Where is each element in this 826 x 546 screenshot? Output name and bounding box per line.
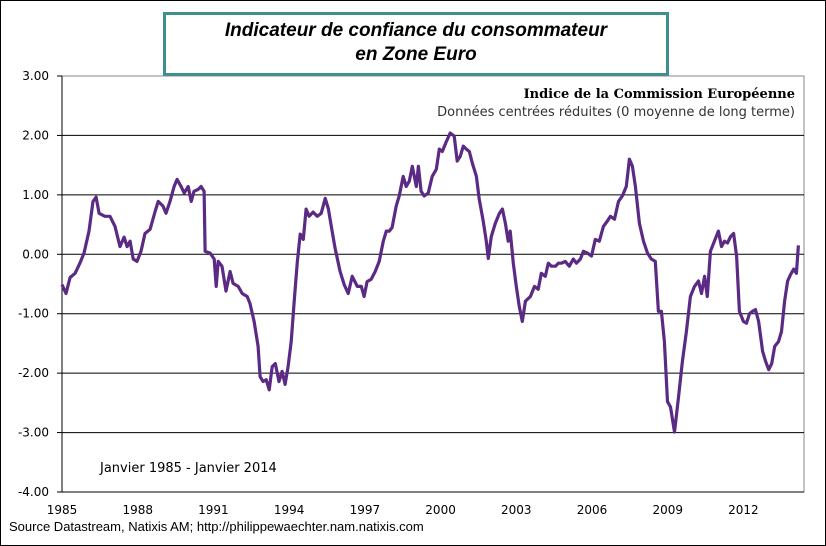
y-tick-label: -1.00 xyxy=(18,307,49,321)
period-annotation: Janvier 1985 - Janvier 2014 xyxy=(100,461,277,476)
y-tick-label: -2.00 xyxy=(18,366,49,380)
chart-subtitle: Indice de la Commission Européenne xyxy=(523,87,795,102)
x-tick-label: 2003 xyxy=(501,503,532,517)
x-tick-label: 1991 xyxy=(198,503,229,517)
x-tick-label: 2012 xyxy=(728,503,759,517)
series-line xyxy=(60,131,800,434)
plot-area xyxy=(61,75,805,493)
chart-title-line-2: en Zone Euro xyxy=(355,44,477,65)
y-tick-label: 3.00 xyxy=(22,69,49,83)
source-note: Source Datastream, Natixis AM; http://ph… xyxy=(9,519,424,534)
chart-title-line-1: Indicateur de confiance du consommateur xyxy=(224,20,608,41)
x-tick-label: 1997 xyxy=(350,503,381,517)
y-tick-label: -4.00 xyxy=(18,485,49,499)
chart-title-box: Indicateur de confiance du consommateur … xyxy=(163,12,669,76)
x-tick-label: 2006 xyxy=(577,503,608,517)
y-tick-label: 0.00 xyxy=(22,247,49,261)
y-tick-label: -3.00 xyxy=(18,426,49,440)
x-tick-label: 2009 xyxy=(652,503,683,517)
x-tick-label: 1994 xyxy=(274,503,305,517)
chart-subtitle-2: Données centrées réduites (0 moyenne de … xyxy=(437,105,795,120)
x-tick-label: 2000 xyxy=(425,503,456,517)
x-tick-label: 1985 xyxy=(47,503,78,517)
y-tick-label: 2.00 xyxy=(22,128,49,142)
x-tick-label: 1988 xyxy=(122,503,153,517)
y-tick-label: 1.00 xyxy=(22,188,49,202)
